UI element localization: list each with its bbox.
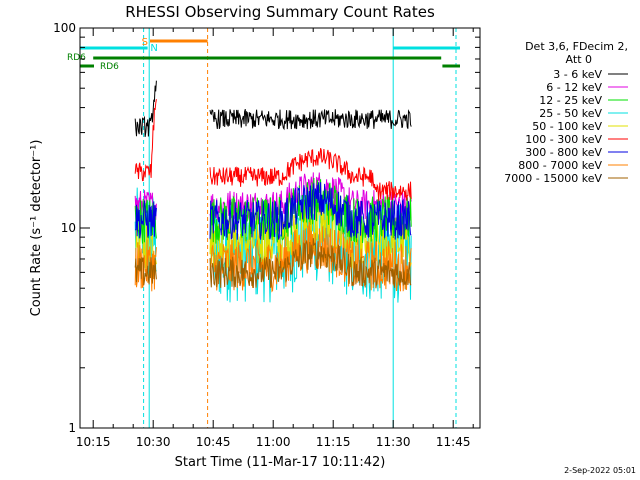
y-tick-label: 1 [68,421,76,435]
legend-entry-label: 25 - 50 keV [539,107,602,120]
rd6-label: RD6 [100,62,119,72]
x-axis-label: Start Time (11-Mar-17 10:11:42) [175,455,386,470]
legend-title: Det 3,6, FDecim 2, [525,40,628,53]
x-tick-label: 11:45 [436,435,471,449]
series-line [209,109,412,131]
y-tick-label: 100 [53,21,76,35]
legend-entry-label: 12 - 25 keV [539,94,602,107]
series-line [209,148,412,201]
series-line [134,99,157,182]
x-axis: 10:15 10:30 10:45 11:00 11:15 11:30 11:45 [76,28,474,449]
series-line [134,80,157,137]
legend-entry-label: 50 - 100 keV [532,120,602,133]
series-line [209,238,412,289]
legend-entry-label: 800 - 7000 keV [518,159,602,172]
legend-title-attenuator: Att 0 [566,53,592,66]
y-axis-label: Count Rate (s⁻¹ detector⁻¹) [29,140,44,317]
legend-entry-label: 100 - 300 keV [525,133,602,146]
x-tick-label: 11:15 [316,435,351,449]
chart-title: RHESSI Observing Summary Count Rates [125,3,435,21]
saa-label: S [142,37,148,48]
series-5 [134,99,412,201]
series-0 [134,80,412,137]
x-tick-label: 11:30 [376,435,411,449]
series-8 [134,238,412,289]
rd6-label: RD6 [67,53,86,63]
footer-date: 2-Sep-2022 05:01 [564,466,636,475]
series-line [209,182,412,240]
y-axis: 1 10 100 [53,21,480,435]
x-tick-label: 10:45 [196,435,231,449]
legend-entry-label: 7000 - 15000 keV [504,172,602,185]
y-tick-label: 10 [61,221,76,235]
legend-entry-label: 300 - 800 keV [525,146,602,159]
legend-entry-label: 6 - 12 keV [546,81,602,94]
x-tick-label: 10:30 [136,435,171,449]
series-line [134,257,157,286]
x-tick-label: 11:00 [256,435,291,449]
legend-entry-label: 3 - 6 keV [553,68,602,81]
x-tick-label: 10:15 [76,435,111,449]
series-6 [135,182,412,240]
night-label: N [150,43,157,54]
series-line [135,200,157,239]
plot-area: RD6 RD6 SN [67,28,460,428]
